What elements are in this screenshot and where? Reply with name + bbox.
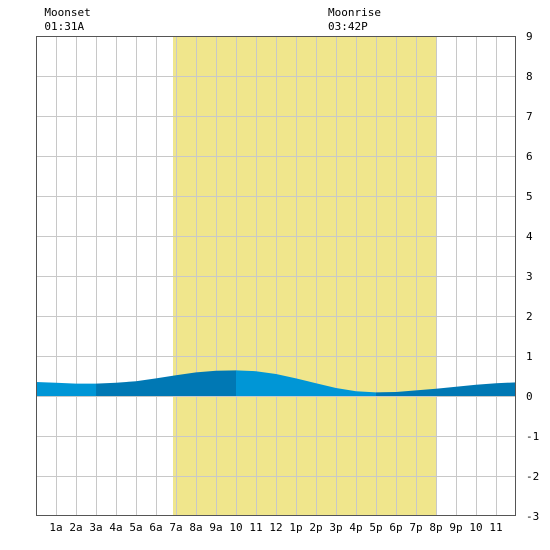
x-tick-label: 8p: [429, 521, 442, 534]
tide-area-segment: [376, 382, 516, 396]
tide-area-segment: [36, 382, 96, 396]
y-tick-label: 4: [526, 230, 533, 243]
y-tick-label: -1: [526, 430, 539, 443]
x-tick-label: 7p: [409, 521, 422, 534]
x-tick-label: 9p: [449, 521, 462, 534]
y-tick-label: 7: [526, 110, 533, 123]
moon-event-time: 03:42P: [328, 20, 368, 33]
x-tick-label: 6p: [389, 521, 402, 534]
x-tick-label: 3a: [89, 521, 102, 534]
y-tick-labels: 9 8 7 6 5 4 3 2 1 0 -1 -2 -3: [526, 30, 539, 523]
moon-event-time: 01:31A: [44, 20, 84, 33]
moon-event-label: Moonrise: [328, 6, 381, 19]
x-tick-label: 12: [269, 521, 282, 534]
y-tick-label: -2: [526, 470, 539, 483]
x-tick-label: 10: [469, 521, 482, 534]
y-tick-label: 8: [526, 70, 533, 83]
x-tick-label: 2a: [69, 521, 82, 534]
tide-area-layer: [36, 370, 516, 396]
x-tick-label: 5a: [129, 521, 142, 534]
y-tick-label: 6: [526, 150, 533, 163]
x-tick-label: 11: [489, 521, 502, 534]
x-tick-label: 4p: [349, 521, 362, 534]
tide-area-segment: [236, 370, 376, 396]
x-tick-label: 9a: [209, 521, 222, 534]
x-tick-labels: 1a 2a 3a 4a 5a 6a 7a 8a 9a 10 11 12 1p 2p 3p 4p 5p 6p 7p 8p…: [49, 521, 502, 534]
x-tick-label: 10: [229, 521, 242, 534]
y-tick-label: 3: [526, 270, 533, 283]
x-tick-label: 1a: [49, 521, 62, 534]
moon-event-label: Moonset: [44, 6, 90, 19]
y-tick-label: 9: [526, 30, 533, 43]
grid-layer: [36, 36, 516, 516]
x-tick-label: 5p: [369, 521, 382, 534]
plot-frame: [36, 36, 516, 516]
y-tick-label: 0: [526, 390, 533, 403]
tide-area-segment: [96, 370, 236, 396]
x-tick-label: 1p: [289, 521, 302, 534]
y-tick-label: -3: [526, 510, 539, 523]
x-tick-label: 8a: [189, 521, 202, 534]
x-tick-label: 6a: [149, 521, 162, 534]
x-tick-label: 3p: [329, 521, 342, 534]
x-tick-label: 2p: [309, 521, 322, 534]
x-tick-label: 4a: [109, 521, 122, 534]
x-tick-label: 11: [249, 521, 262, 534]
y-tick-label: 1: [526, 350, 533, 363]
x-tick-label: 7a: [169, 521, 182, 534]
y-tick-label: 5: [526, 190, 533, 203]
y-tick-label: 2: [526, 310, 533, 323]
